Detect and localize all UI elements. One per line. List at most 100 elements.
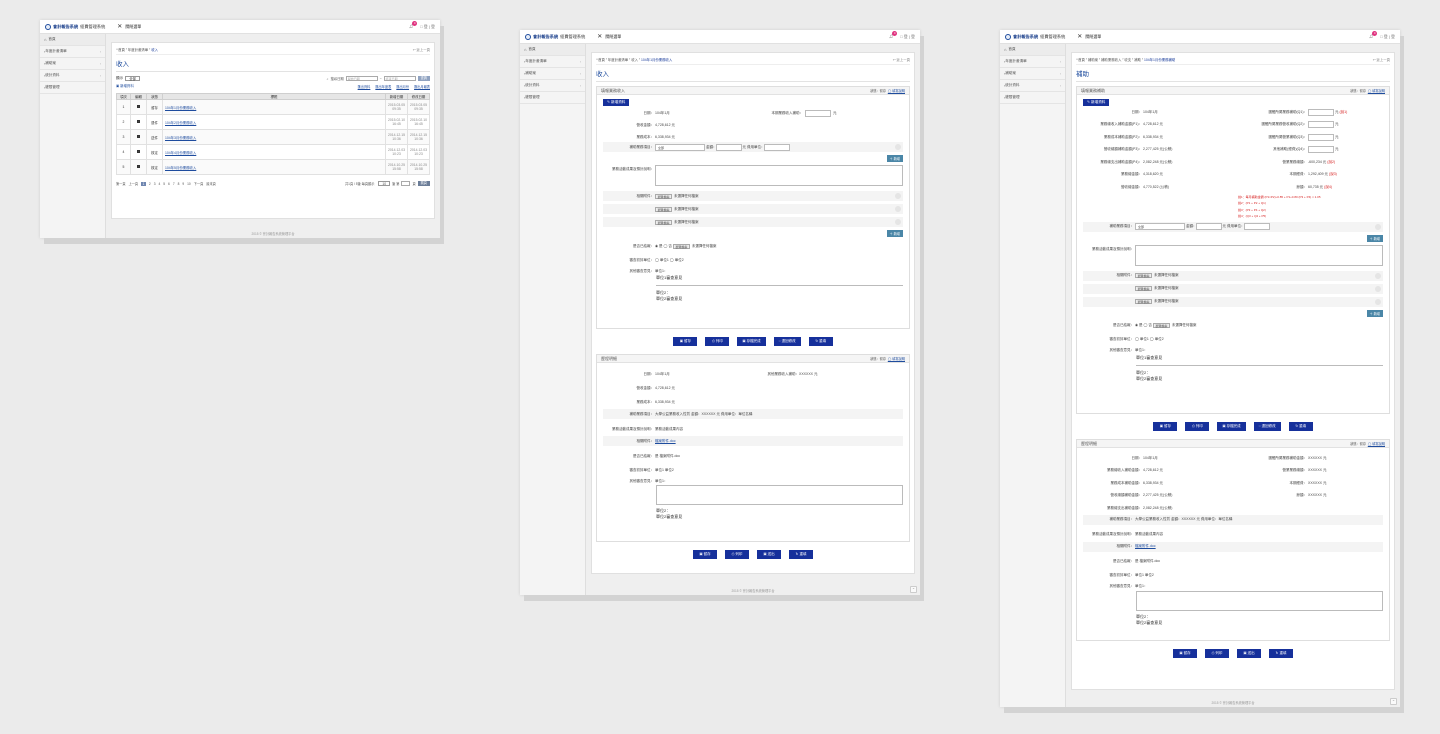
export-month-link[interactable]: 匯出月份 xyxy=(396,85,410,89)
record-title-link[interactable]: 104年1月份業務收入 xyxy=(162,99,386,115)
sidebar-item-permissions[interactable]: › 權限管理 xyxy=(40,82,105,94)
close-menu-icon[interactable]: ✕ xyxy=(597,33,603,40)
export-monthly-report-link[interactable]: 匯出月報表 xyxy=(414,85,430,89)
sidebar-item-home[interactable]: ⌂ 首頁 xyxy=(1000,44,1065,56)
grant-item-select[interactable]: 全部 xyxy=(655,143,705,151)
record-title-link[interactable]: 104年5月份業務收入 xyxy=(162,159,386,175)
reset-button[interactable]: ↻ 重填 xyxy=(808,337,833,346)
status-filter-select[interactable]: 全部 xyxy=(125,76,140,81)
save-draft-button[interactable]: ▣ 暫存 xyxy=(1153,422,1178,431)
sidebar-item-stats[interactable]: › 統計資料 ‹ xyxy=(40,70,105,82)
return-button[interactable]: ◌ 退回修改 xyxy=(773,337,801,346)
search-button[interactable]: 查詢 xyxy=(417,76,430,81)
remove-icon[interactable] xyxy=(1375,223,1381,230)
review-textarea[interactable] xyxy=(1136,590,1383,611)
browse-file-button[interactable]: 瀏覽檔案 xyxy=(1135,273,1153,278)
amount-input[interactable] xyxy=(1196,223,1223,230)
remove-icon[interactable] xyxy=(1375,298,1381,305)
back-link[interactable]: ↩ 返上一頁 xyxy=(412,48,430,52)
browse-file-button[interactable]: 瀏覽檔案 xyxy=(655,193,673,199)
print-button[interactable]: ⎙ 列印 xyxy=(705,337,730,346)
sidebar-item-permissions[interactable]: › 權限管理 xyxy=(1000,92,1065,104)
audit-unit-radios[interactable]: ◯ 單位1 ◯ 單位2 xyxy=(655,257,684,262)
attachment-link[interactable]: 檔案附件.doc xyxy=(655,438,676,443)
sidebar-item-stats[interactable]: › 統計資料 ‹ xyxy=(1000,80,1065,92)
return-button[interactable]: ◌ 退回修改 xyxy=(1253,422,1281,431)
add-attachment-button[interactable]: ＋ 新增 xyxy=(886,230,903,237)
remove-icon[interactable] xyxy=(895,206,901,212)
app-logo[interactable]: 會計報告系統 經費管理系統 xyxy=(525,33,585,40)
add-item-button[interactable]: ＋ 新增 xyxy=(1366,234,1383,242)
help-link[interactable]: ◯ 填寫說明 xyxy=(1367,442,1385,446)
start-date-input[interactable]: 開始日期 xyxy=(345,76,378,81)
add-record-button[interactable]: ✎ 新增資料 xyxy=(603,99,630,106)
print-button[interactable]: ⎙ 列印 xyxy=(1185,422,1210,431)
sidebar-item-grants[interactable]: › 補助案 ‹ xyxy=(40,58,105,70)
save-draft-button[interactable]: ▣ 暫存 xyxy=(1173,649,1197,658)
user-menu[interactable]: □ 登 | 登 xyxy=(900,33,915,39)
sidebar-item-plans[interactable]: › 年度計畫清單 ‹ xyxy=(40,46,105,58)
print-button[interactable]: ⎙ 列印 xyxy=(1205,649,1229,658)
close-menu-label[interactable]: 關閉選單 xyxy=(1085,33,1102,39)
sidebar-item-grants[interactable]: › 補助案 ‹ xyxy=(520,68,585,80)
back-link[interactable]: ↩ 返上一頁 xyxy=(1372,58,1390,62)
proof-no-radio[interactable]: ◯ 否 xyxy=(1143,323,1152,327)
export-year-link[interactable]: 匯出年度表 xyxy=(375,85,392,89)
end-date-input[interactable]: 結束日期 xyxy=(383,76,416,81)
edit-icon[interactable] xyxy=(136,149,141,154)
sidebar-item-plans[interactable]: › 年度計畫清單 ‹ xyxy=(1000,56,1065,68)
q1-input[interactable] xyxy=(1308,108,1334,116)
sidebar-item-stats[interactable]: › 統計資料 ‹ xyxy=(520,80,585,92)
back-link[interactable]: ↩ 返上一頁 xyxy=(892,58,910,62)
user-menu[interactable]: □ 登 | 登 xyxy=(420,23,435,29)
record-title-link[interactable]: 104年2月份業務收入 xyxy=(162,114,386,130)
remove-icon[interactable] xyxy=(1375,272,1381,279)
remove-icon[interactable] xyxy=(895,193,901,199)
help-link[interactable]: ◯ 填寫說明 xyxy=(887,89,905,93)
add-attachment-button[interactable]: ＋ 新增 xyxy=(1366,309,1383,317)
audit-unit-radios[interactable]: ◯ 單位1 ◯ 單位2 xyxy=(1135,337,1164,341)
app-logo[interactable]: 會計報告系統 經費管理系統 xyxy=(1005,33,1065,40)
sidebar-item-home[interactable]: ⌂ 首頁 xyxy=(520,44,585,56)
add-record-button[interactable]: ✎ 新增資料 xyxy=(1083,99,1110,106)
browse-file-button[interactable]: 瀏覽檔案 xyxy=(1135,286,1153,291)
edit-icon[interactable] xyxy=(136,119,141,124)
browse-file-button[interactable]: 瀏覽檔案 xyxy=(655,206,673,212)
close-menu-label[interactable]: 關閉選單 xyxy=(605,33,622,39)
page-jump-input[interactable] xyxy=(401,181,411,186)
reset-button[interactable]: ↻ 重填 xyxy=(1288,422,1313,431)
edit-icon[interactable] xyxy=(136,104,141,109)
proof-no-radio[interactable]: ◯ 否 xyxy=(663,243,672,248)
browse-file-button[interactable]: 瀏覽檔案 xyxy=(672,243,690,249)
reset-button[interactable]: ↻ 重填 xyxy=(1269,649,1293,658)
record-title-link[interactable]: 104年3月份業務收入 xyxy=(162,129,386,145)
record-title-link[interactable]: 104年4月份業務收入 xyxy=(162,144,386,160)
user-menu[interactable]: □ 登 | 登 xyxy=(1380,33,1395,39)
q4-input[interactable] xyxy=(1308,146,1334,154)
sidebar-item-home[interactable]: ⌂ 首頁 xyxy=(40,34,105,46)
proof-yes-radio[interactable]: ◉ 是 xyxy=(655,243,663,248)
print-button[interactable]: ⎙ 列印 xyxy=(725,550,749,559)
attachment-link[interactable]: 檔案附件.doc xyxy=(1135,544,1156,548)
edit-icon[interactable] xyxy=(136,134,141,139)
expense-unit-input[interactable] xyxy=(1244,223,1271,230)
remove-icon[interactable] xyxy=(895,144,901,150)
close-menu-icon[interactable]: ✕ xyxy=(117,23,123,30)
q3-input[interactable] xyxy=(1308,133,1334,141)
bell-icon[interactable]: ♫ 4 xyxy=(1368,30,1378,40)
save-draft-button[interactable]: ▣ 暫存 xyxy=(673,337,698,346)
remove-icon[interactable] xyxy=(1375,285,1381,292)
add-item-button[interactable]: ＋ 新增 xyxy=(886,155,903,162)
add-record-link[interactable]: ▣ 新增資料 xyxy=(116,84,134,88)
browse-file-button[interactable]: 瀏覽檔案 xyxy=(655,219,673,225)
jump-button[interactable]: 跳頁 xyxy=(417,181,430,186)
browse-file-button[interactable]: 瀏覽檔案 xyxy=(1152,323,1170,328)
submit-button[interactable]: ▣ 送出 xyxy=(757,550,781,559)
sidebar-item-plans[interactable]: › 年度計畫清單 ‹ xyxy=(520,56,585,68)
bell-icon[interactable]: ♫ 4 xyxy=(408,20,418,30)
description-textarea[interactable] xyxy=(1135,244,1383,266)
edit-icon[interactable] xyxy=(136,164,141,169)
q2-input[interactable] xyxy=(1308,121,1334,129)
grant-item-select[interactable]: 全部 xyxy=(1135,223,1185,230)
help-link[interactable]: ◯ 填寫說明 xyxy=(887,357,905,361)
